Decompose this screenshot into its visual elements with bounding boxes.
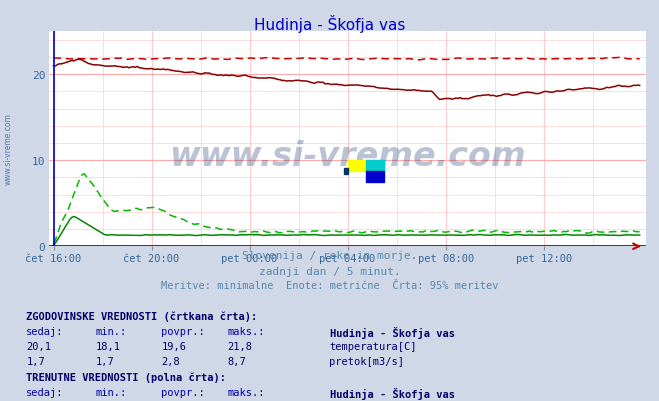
Text: 1,7: 1,7 <box>26 356 45 367</box>
Text: sedaj:: sedaj: <box>26 387 64 397</box>
Text: 21,8: 21,8 <box>227 341 252 351</box>
Text: 18,1: 18,1 <box>96 341 121 351</box>
Text: Hudinja - Škofja vas: Hudinja - Škofja vas <box>254 15 405 33</box>
Bar <box>348 161 366 172</box>
Text: www.si-vreme.com: www.si-vreme.com <box>4 113 13 184</box>
Text: Slovenija / reke in morje.: Slovenija / reke in morje. <box>242 251 417 261</box>
Text: temperatura[C]: temperatura[C] <box>330 341 417 351</box>
Text: www.si-vreme.com: www.si-vreme.com <box>169 140 526 173</box>
Text: povpr.:: povpr.: <box>161 387 205 397</box>
Text: maks.:: maks.: <box>227 326 265 336</box>
Text: 8,7: 8,7 <box>227 356 246 367</box>
Text: povpr.:: povpr.: <box>161 326 205 336</box>
Text: 19,6: 19,6 <box>161 341 186 351</box>
Text: Hudinja - Škofja vas: Hudinja - Škofja vas <box>330 326 455 338</box>
Text: maks.:: maks.: <box>227 387 265 397</box>
Text: Hudinja - Škofja vas: Hudinja - Škofja vas <box>330 387 455 399</box>
Bar <box>366 172 384 182</box>
Text: zadnji dan / 5 minut.: zadnji dan / 5 minut. <box>258 266 401 276</box>
Bar <box>343 169 348 174</box>
Text: 2,8: 2,8 <box>161 356 180 367</box>
Text: min.:: min.: <box>96 387 127 397</box>
Text: Meritve: minimalne  Enote: metrične  Črta: 95% meritev: Meritve: minimalne Enote: metrične Črta:… <box>161 281 498 291</box>
Text: sedaj:: sedaj: <box>26 326 64 336</box>
Text: TRENUTNE VREDNOSTI (polna črta):: TRENUTNE VREDNOSTI (polna črta): <box>26 372 226 382</box>
Text: min.:: min.: <box>96 326 127 336</box>
Text: ZGODOVINSKE VREDNOSTI (črtkana črta):: ZGODOVINSKE VREDNOSTI (črtkana črta): <box>26 311 258 321</box>
Text: pretok[m3/s]: pretok[m3/s] <box>330 356 405 367</box>
Text: 1,7: 1,7 <box>96 356 114 367</box>
Text: 20,1: 20,1 <box>26 341 51 351</box>
Bar <box>366 161 384 172</box>
